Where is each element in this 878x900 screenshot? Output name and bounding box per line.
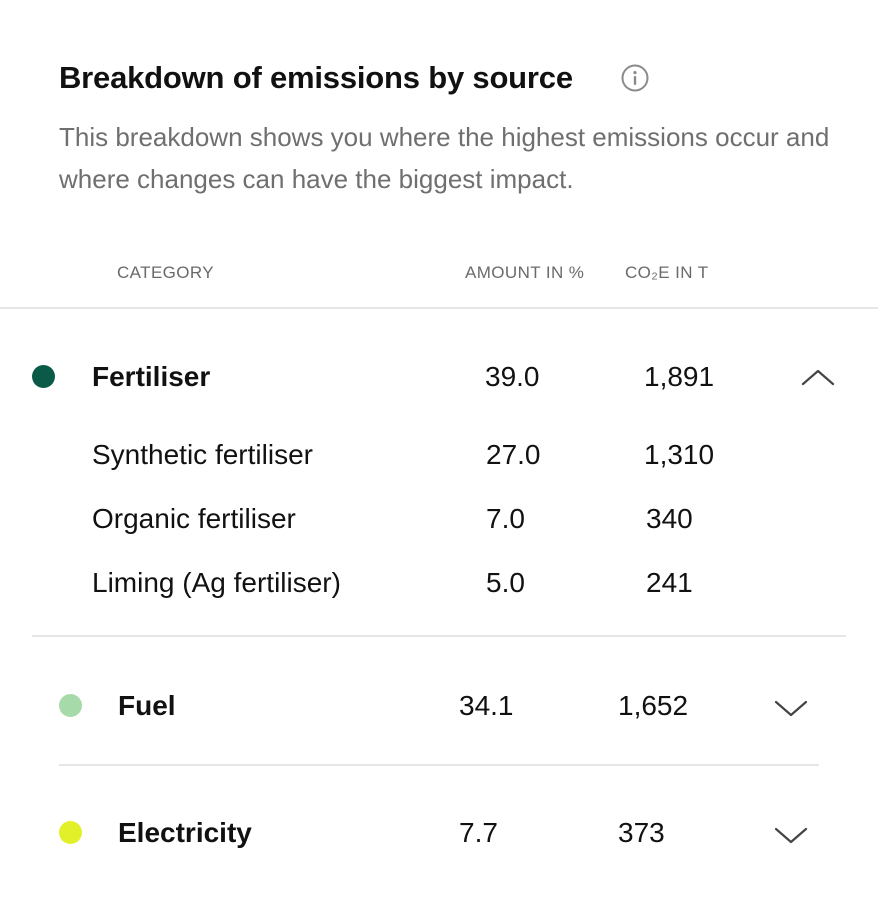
- category-name: Fuel: [118, 690, 176, 721]
- category-name: Fertiliser: [92, 361, 211, 392]
- subcategory-co2e: 1,310: [644, 439, 715, 470]
- column-header-amount: AMOUNT IN %: [465, 263, 585, 282]
- subcategory-co2e: 241: [646, 567, 693, 598]
- subcategory-name: Synthetic fertiliser: [92, 439, 313, 470]
- category-amount: 39.0: [485, 361, 540, 392]
- chevron-down-icon[interactable]: [773, 823, 809, 847]
- category-color-dot: [59, 694, 82, 717]
- header-divider: [0, 307, 878, 309]
- row-divider: [32, 635, 846, 637]
- category-color-dot: [59, 821, 82, 844]
- section-description: This breakdown shows you where the highe…: [59, 122, 830, 194]
- column-header-co2e: CO₂E IN T: [625, 263, 709, 282]
- chevron-down-icon[interactable]: [773, 696, 809, 720]
- category-amount: 34.1: [459, 690, 514, 721]
- chevron-up-icon[interactable]: [800, 366, 836, 390]
- info-icon[interactable]: [621, 64, 649, 92]
- section-title: Breakdown of emissions by source: [59, 60, 573, 95]
- subcategory-name: Organic fertiliser: [92, 503, 296, 534]
- row-divider: [59, 764, 819, 766]
- category-amount: 7.7: [459, 817, 498, 848]
- subcategory-amount: 5.0: [486, 567, 525, 598]
- category-co2e: 373: [618, 817, 665, 848]
- column-header-category: CATEGORY: [117, 263, 215, 282]
- category-co2e: 1,652: [618, 690, 689, 721]
- subcategory-co2e: 340: [646, 503, 693, 534]
- subcategory-amount: 27.0: [486, 439, 541, 470]
- subcategory-amount: 7.0: [486, 503, 525, 534]
- category-co2e: 1,891: [644, 361, 715, 392]
- subcategory-name: Liming (Ag fertiliser): [92, 567, 341, 598]
- category-name: Electricity: [118, 817, 252, 848]
- category-color-dot: [32, 365, 55, 388]
